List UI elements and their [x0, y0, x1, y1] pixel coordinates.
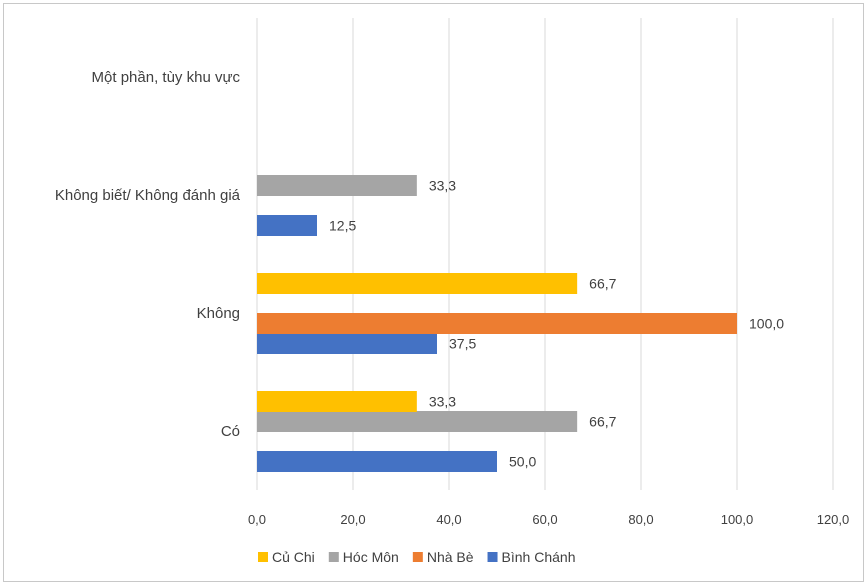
legend-swatch [412, 552, 423, 562]
legend-label: Nhà Bè [427, 549, 474, 565]
legend-swatch [328, 552, 339, 562]
bar [257, 411, 578, 432]
legend-swatch [258, 552, 268, 562]
data-label: 100,0 [749, 316, 784, 332]
legend-swatch [487, 552, 498, 562]
bar [257, 313, 737, 334]
bar [257, 391, 417, 412]
bar [257, 175, 417, 196]
legend-label: Hóc Môn [343, 549, 399, 565]
category-label: Một phần, tùy khu vực [92, 69, 241, 86]
data-label: 12,5 [329, 218, 356, 234]
x-tick-label: 60,0 [532, 512, 557, 527]
x-tick-label: 40,0 [436, 512, 461, 527]
data-label: 33,3 [429, 178, 456, 194]
bar [257, 451, 497, 472]
bar [257, 215, 317, 236]
x-tick-label: 20,0 [340, 512, 365, 527]
data-label: 50,0 [509, 454, 536, 470]
x-tick-label: 0,0 [248, 512, 266, 527]
data-label: 33,3 [429, 394, 456, 410]
x-tick-label: 100,0 [721, 512, 754, 527]
category-label: Không biết/ Không đánh giá [55, 187, 241, 204]
legend-label: Củ Chi [272, 549, 315, 565]
legend-label: Bình Chánh [502, 549, 576, 565]
data-label: 66,7 [589, 276, 616, 292]
data-label: 37,5 [449, 336, 476, 352]
data-label: 66,7 [589, 414, 616, 430]
bar [257, 273, 578, 294]
category-label: Có [221, 423, 240, 440]
x-tick-label: 120,0 [817, 512, 850, 527]
category-label: Không [197, 305, 240, 322]
x-tick-label: 80,0 [628, 512, 653, 527]
bar [257, 333, 437, 354]
